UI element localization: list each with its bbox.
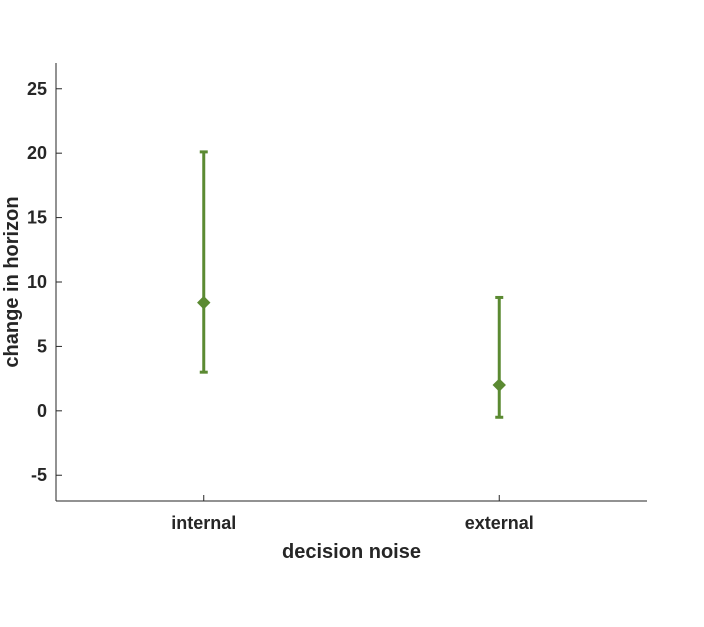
y-tick-label: 15 bbox=[27, 208, 47, 228]
data-point-external bbox=[492, 378, 506, 392]
y-tick-label: 0 bbox=[37, 401, 47, 421]
y-axis-label: change in horizon bbox=[1, 196, 23, 367]
x-tick-label-internal: internal bbox=[171, 513, 236, 533]
y-tick-label: 10 bbox=[27, 272, 47, 292]
y-tick-label: 20 bbox=[27, 143, 47, 163]
y-tick-label: 25 bbox=[27, 79, 47, 99]
axes bbox=[55, 63, 647, 502]
y-tick-label: 5 bbox=[37, 336, 47, 356]
errorbar-internal bbox=[197, 150, 211, 374]
y-ticks: -5 0 5 10 15 20 25 bbox=[27, 79, 62, 485]
data-point-internal bbox=[197, 295, 211, 310]
y-tick-label: -5 bbox=[31, 465, 47, 485]
x-ticks: internal external bbox=[171, 495, 534, 533]
x-tick-label-external: external bbox=[465, 513, 534, 533]
errorbar-external bbox=[492, 295, 506, 419]
series bbox=[197, 150, 506, 419]
x-axis-label: decision noise bbox=[282, 541, 421, 563]
